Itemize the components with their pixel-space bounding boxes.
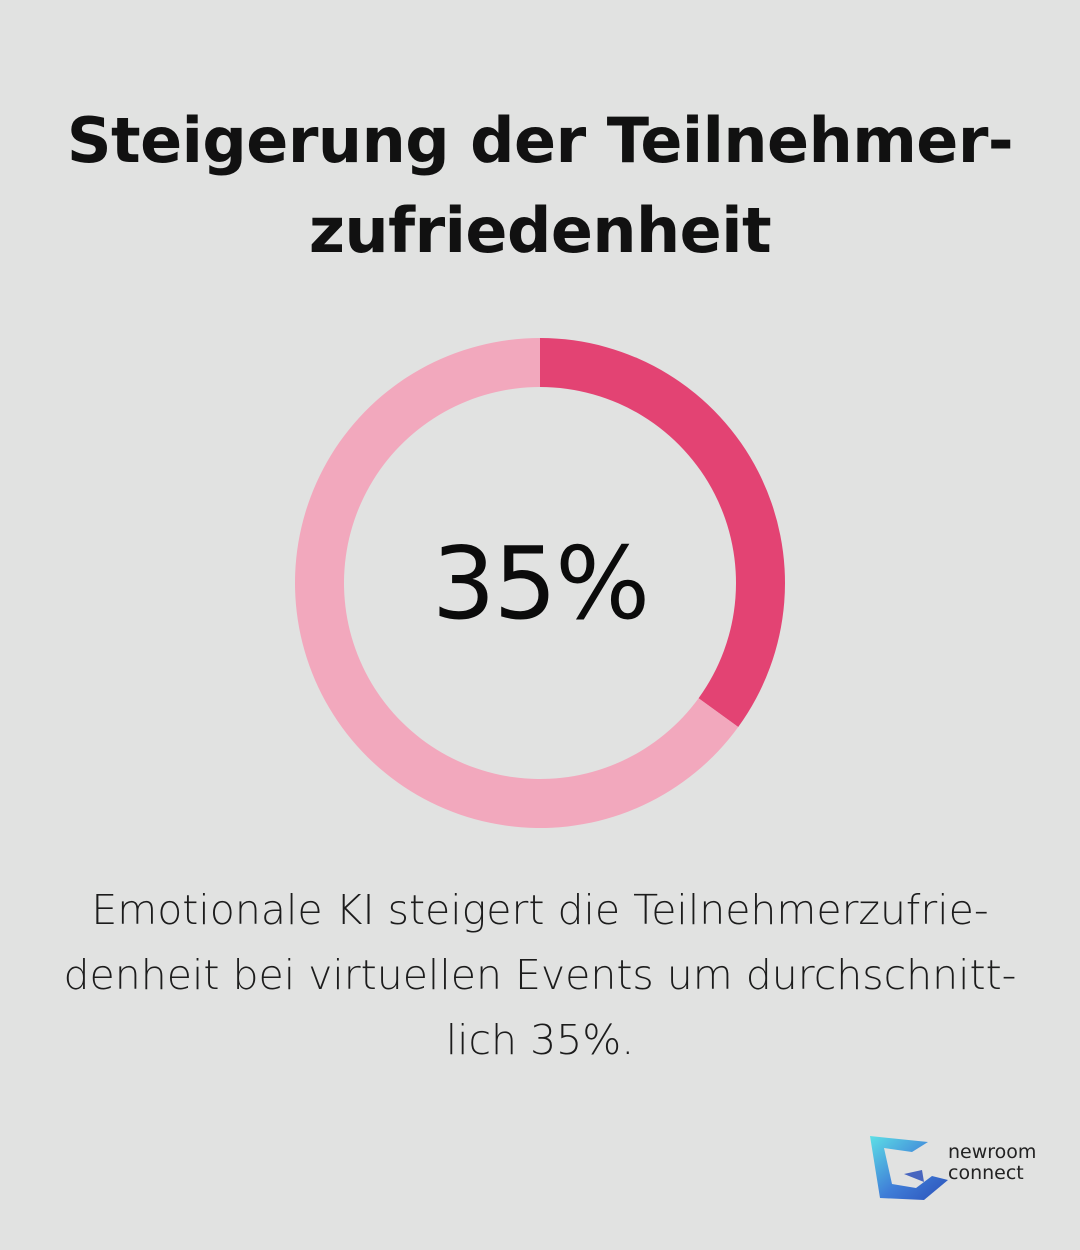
caption-line-3: lich 35%. (445, 1016, 635, 1064)
newroom-connect-logo-icon (870, 1136, 948, 1200)
donut-chart-svg (294, 338, 785, 828)
brand-name: newroom connect (948, 1142, 1036, 1184)
title-line-2: zufriedenheit (308, 194, 772, 267)
caption-line-2: denheit bei virtuellen Events um durchsc… (63, 951, 1017, 999)
caption-line-1: Emotionale KI steigert die Teilnehmerzuf… (91, 886, 989, 934)
donut-center-value: 35% (431, 524, 650, 642)
brand: newroom connect (868, 1134, 1048, 1204)
page-title: Steigerung der Teilnehmer- zufriedenheit (40, 96, 1040, 276)
title-line-1: Steigerung der Teilnehmer- (66, 104, 1014, 177)
donut-slice-highlight (540, 338, 785, 728)
caption: Emotionale KI steigert die Teilnehmerzuf… (40, 878, 1040, 1073)
brand-line-1: newroom (948, 1141, 1037, 1163)
donut-chart: 35% (290, 333, 790, 833)
brand-line-2: connect (948, 1162, 1024, 1184)
